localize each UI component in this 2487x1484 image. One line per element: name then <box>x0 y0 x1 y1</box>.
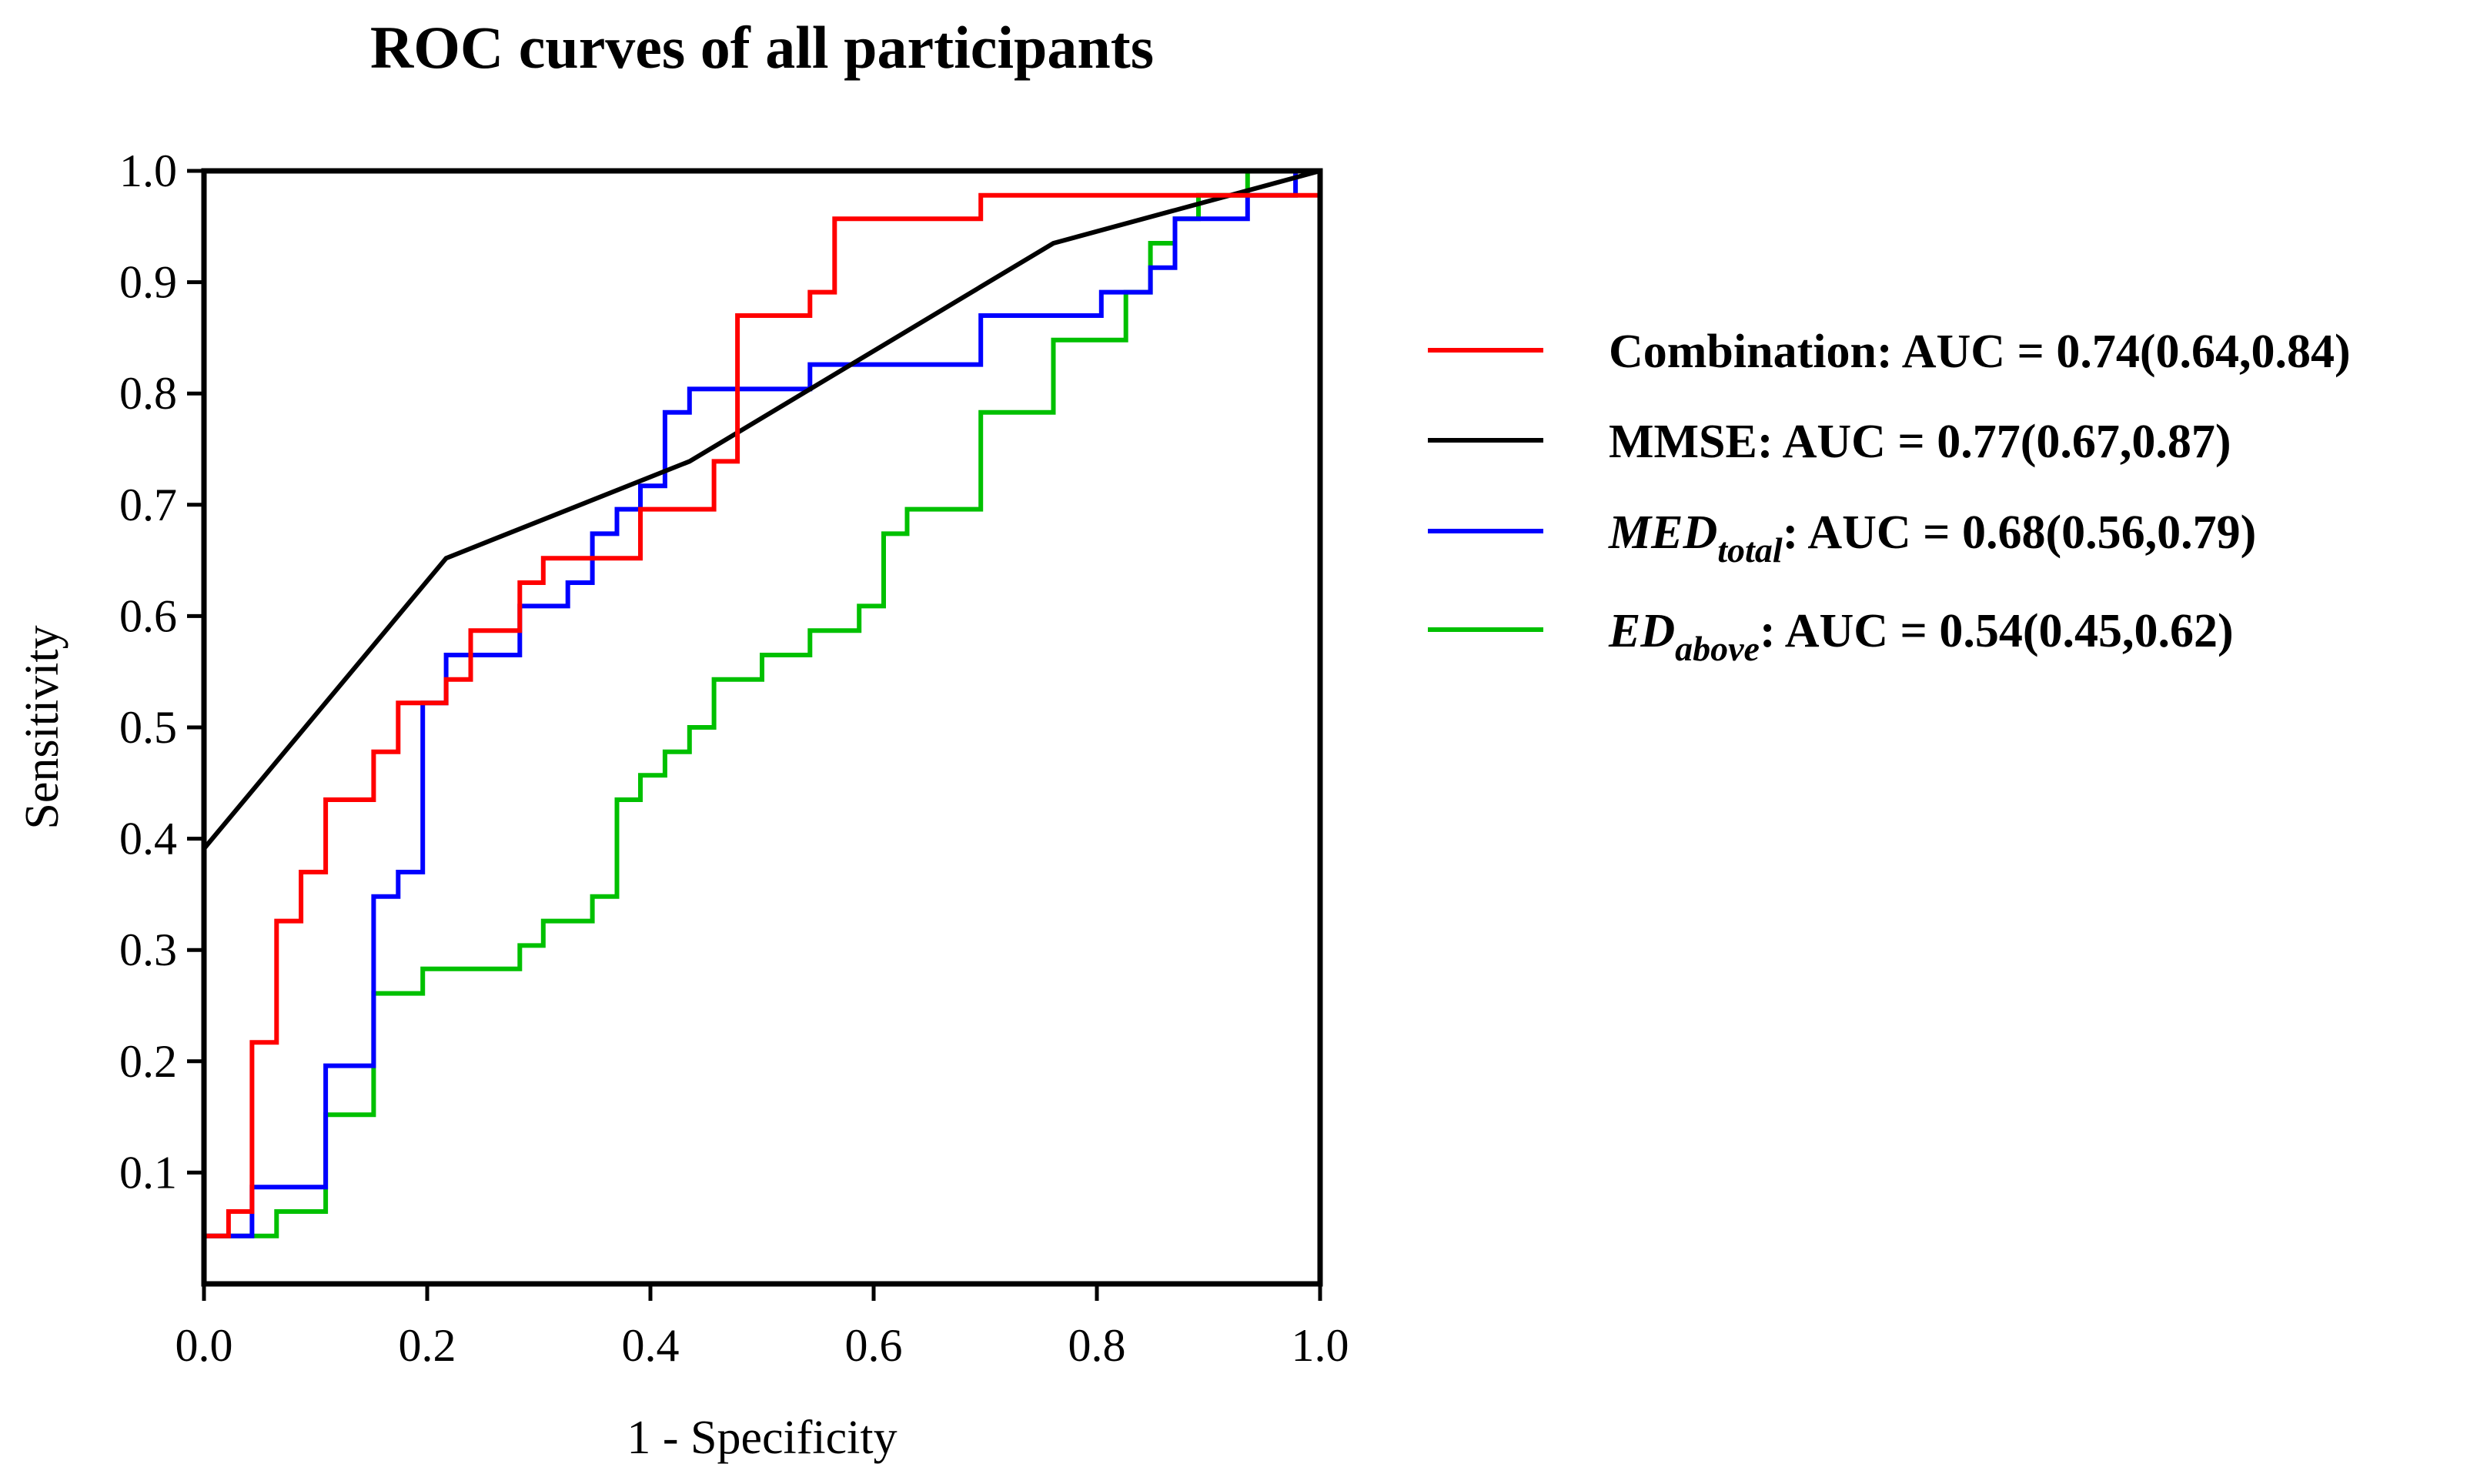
x-tick-label: 1.0 <box>1292 1320 1349 1371</box>
y-tick-label: 0.3 <box>119 924 177 975</box>
y-tick-label: 0.7 <box>119 480 177 530</box>
legend-item-combination: Combination: AUC = 0.74(0.64,0.84) <box>1428 326 2351 378</box>
plot-curves <box>202 169 1322 1284</box>
x-axis-label: 1 - Specificity <box>627 1412 897 1464</box>
roc-curve-edabove <box>202 169 1320 1284</box>
legend-label: MEDtotal: AUC = 0.68(0.56,0.79) <box>1608 506 2256 570</box>
chart-title: ROC curves of all participants <box>370 14 1154 81</box>
roc-curve-mmse <box>202 169 1321 851</box>
legend-item-mmse: MMSE: AUC = 0.77(0.67,0.87) <box>1428 416 2231 468</box>
x-tick-label: 0.8 <box>1068 1320 1126 1371</box>
y-tick-label: 0.2 <box>119 1036 177 1087</box>
axes: 0.0 0.2 0.4 0.6 0.8 1.0 0.1 0.2 0.3 0.4 0.5 0.6 0.7 0… <box>119 145 1349 1371</box>
x-tick-label: 0.6 <box>845 1320 903 1371</box>
x-tick-label: 0.0 <box>175 1320 233 1371</box>
legend-label: Combination: AUC = 0.74(0.64,0.84) <box>1609 326 2351 378</box>
roc-curve-medtotal <box>202 169 1320 1284</box>
y-tick-label: 0.8 <box>119 368 177 419</box>
y-tick-label: 0.4 <box>119 814 177 864</box>
legend-label: MMSE: AUC = 0.77(0.67,0.87) <box>1609 416 2231 468</box>
y-tick-label: 0.6 <box>119 590 177 641</box>
y-tick-label: 0.1 <box>119 1147 177 1198</box>
x-tick-label: 0.2 <box>399 1320 456 1371</box>
y-axis-label: Sensitivity <box>16 625 69 829</box>
legend-label: EDabove: AUC = 0.54(0.45,0.62) <box>1608 605 2234 668</box>
y-tick-label: 0.9 <box>119 257 177 308</box>
legend-item-edabove: EDabove: AUC = 0.54(0.45,0.62) <box>1428 605 2234 668</box>
x-tick-label: 0.4 <box>622 1320 680 1371</box>
y-tick-label: 0.5 <box>119 702 177 753</box>
roc-curve-combination <box>202 171 1322 1284</box>
legend-item-medtotal: MEDtotal: AUC = 0.68(0.56,0.79) <box>1428 506 2256 570</box>
y-tick-label: 1.0 <box>119 145 177 196</box>
legend: Combination: AUC = 0.74(0.64,0.84) MMSE: … <box>1428 326 2351 668</box>
